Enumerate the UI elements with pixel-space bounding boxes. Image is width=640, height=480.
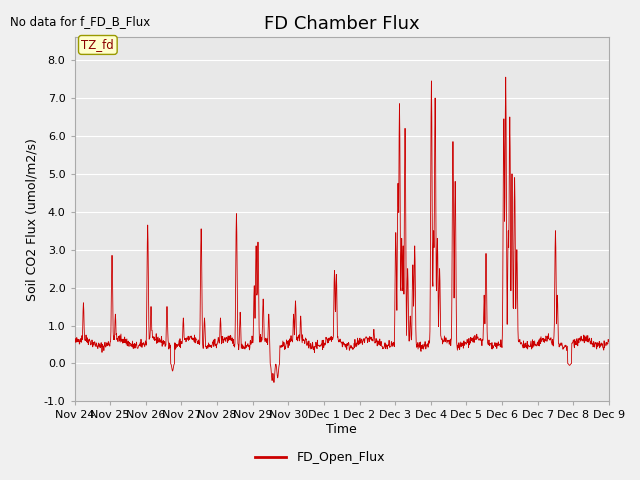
Text: No data for f_FD_B_Flux: No data for f_FD_B_Flux	[10, 15, 150, 28]
Legend: FD_Open_Flux: FD_Open_Flux	[250, 446, 390, 469]
X-axis label: Time: Time	[326, 423, 357, 436]
Y-axis label: Soil CO2 Flux (umol/m2/s): Soil CO2 Flux (umol/m2/s)	[26, 138, 38, 301]
Text: TZ_fd: TZ_fd	[81, 38, 114, 51]
Title: FD Chamber Flux: FD Chamber Flux	[264, 15, 420, 33]
